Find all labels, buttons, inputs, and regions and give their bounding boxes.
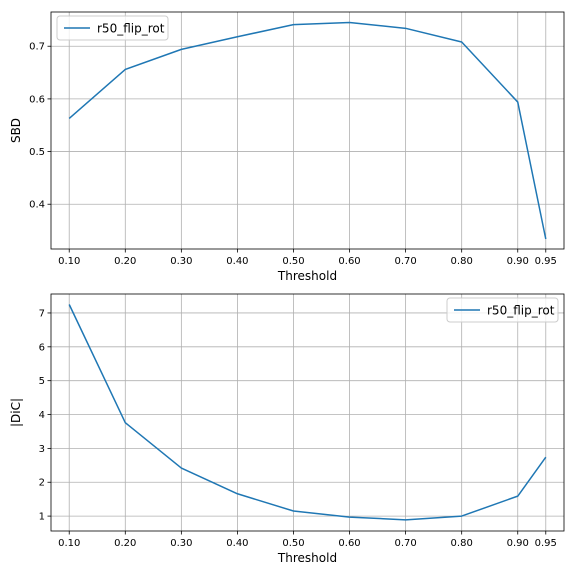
y-axis-label: |DiC| [9, 398, 23, 427]
legend-box [446, 297, 559, 323]
x-tick-label: 0.90 [507, 256, 529, 267]
y-tick-label: 0.5 [29, 147, 45, 158]
x-tick-label: 0.80 [451, 538, 473, 549]
x-axis-label: Threshold [277, 269, 337, 283]
x-tick-label: 0.50 [282, 256, 304, 267]
x-tick-label: 0.20 [114, 538, 136, 549]
x-tick-label: 0.70 [394, 538, 416, 549]
x-tick-label: 0.40 [226, 256, 248, 267]
y-axis-label: SBD [9, 118, 23, 143]
x-tick-label: 0.60 [338, 538, 360, 549]
x-axis-label: Threshold [277, 551, 337, 565]
dic-chart: 0.10 0.20 0.30 0.40 0.50 0.60 0.70 0.80 0.90 0.95… [9, 293, 565, 565]
x-tick-label: 0.10 [58, 538, 80, 549]
y-tick-label: 4 [39, 410, 45, 421]
y-tick-label: 1 [39, 512, 45, 523]
series-line-r50_flip_rot [68, 304, 547, 521]
plot-frame [50, 11, 565, 250]
x-tick-label: 0.10 [58, 256, 80, 267]
x-tick-label: 0.90 [507, 538, 529, 549]
y-tick-label: 0.4 [29, 200, 45, 211]
y-tick-label: 2 [39, 478, 45, 489]
legend: r50_flip_rot [56, 15, 169, 41]
y-tick-label: 7 [39, 308, 45, 319]
legend-label: r50_flip_rot [487, 304, 555, 318]
x-tick-label: 0.95 [535, 538, 557, 549]
y-tick-label: 5 [39, 376, 45, 387]
y-tick-label: 0.7 [29, 42, 45, 53]
x-tick-label: 0.20 [114, 256, 136, 267]
plot-frame [50, 293, 565, 532]
legend: r50_flip_rot [446, 297, 559, 323]
sbd-chart: 0.10 0.20 0.30 0.40 0.50 0.60 0.70 0.80 0.90 0.95… [9, 11, 565, 283]
x-tick-label: 0.40 [226, 538, 248, 549]
x-tick-label: 0.70 [394, 256, 416, 267]
x-tick-label: 0.50 [282, 538, 304, 549]
x-tick-label: 0.60 [338, 256, 360, 267]
x-tick-label: 0.30 [170, 538, 192, 549]
series-line-r50_flip_rot [68, 21, 547, 240]
y-tick-label: 3 [39, 444, 45, 455]
x-tick-label: 0.80 [451, 256, 473, 267]
y-tick-label: 0.6 [29, 94, 45, 105]
legend-box [56, 15, 169, 41]
y-tick-label: 6 [39, 342, 45, 353]
x-tick-label: 0.95 [535, 256, 557, 267]
legend-label: r50_flip_rot [97, 22, 165, 36]
x-tick-label: 0.30 [170, 256, 192, 267]
